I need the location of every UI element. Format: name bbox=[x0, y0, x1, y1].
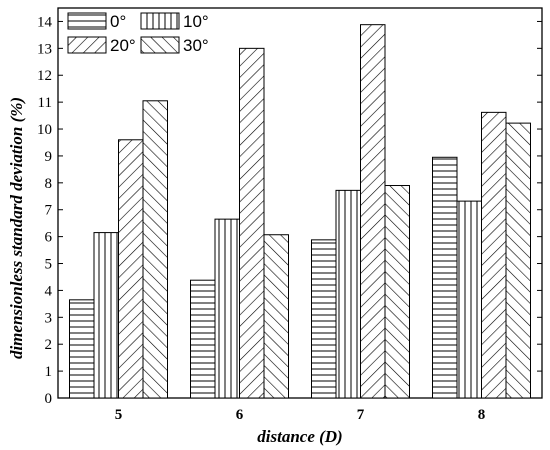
y-tick-label: 2 bbox=[45, 337, 53, 353]
y-tick-label: 5 bbox=[45, 257, 53, 273]
x-tick-label: 6 bbox=[236, 407, 244, 423]
bars-group bbox=[69, 24, 531, 399]
x-axis-title: distance (D) bbox=[257, 427, 342, 446]
y-tick-label: 1 bbox=[45, 364, 53, 380]
x-tick-label: 7 bbox=[357, 407, 365, 423]
y-tick-label: 12 bbox=[37, 68, 52, 84]
plot-area bbox=[57, 7, 543, 399]
legend-swatch bbox=[67, 36, 107, 54]
legend-swatch bbox=[140, 12, 180, 30]
plot-frame bbox=[57, 7, 543, 399]
y-tick-label: 7 bbox=[45, 203, 53, 219]
bar-5-series-1 bbox=[93, 232, 119, 399]
y-tick-label: 0 bbox=[45, 391, 53, 407]
y-tick-label: 3 bbox=[45, 310, 53, 326]
y-tick-label: 9 bbox=[45, 149, 53, 165]
bar-7-series-0 bbox=[311, 239, 337, 399]
y-tick-label: 6 bbox=[45, 230, 53, 246]
x-tick-label: 8 bbox=[478, 407, 486, 423]
y-tick-label: 4 bbox=[45, 283, 53, 299]
legend-label: 10° bbox=[183, 12, 209, 31]
y-tick-label: 11 bbox=[38, 95, 52, 111]
y-tick-label: 14 bbox=[37, 14, 53, 30]
bar-6-series-0 bbox=[190, 279, 216, 399]
legend: 0° 10° 20° 30° bbox=[67, 12, 209, 55]
legend-label: 20° bbox=[110, 36, 136, 55]
x-tick-label: 5 bbox=[115, 407, 123, 423]
bar-6-series-2 bbox=[239, 47, 265, 399]
bar-7-series-1 bbox=[335, 189, 361, 399]
y-tick-label: 8 bbox=[45, 176, 53, 192]
legend-label: 30° bbox=[183, 36, 209, 55]
y-tick-label: 13 bbox=[37, 41, 52, 57]
bar-8-series-1 bbox=[456, 200, 482, 399]
legend-swatch bbox=[67, 12, 107, 30]
bar-5-series-3 bbox=[142, 100, 168, 399]
y-axis-title: dimensionless standard deviation (%) bbox=[7, 97, 26, 359]
legend-label: 0° bbox=[110, 12, 126, 31]
bar-6-series-3 bbox=[263, 234, 289, 399]
bar-8-series-2 bbox=[481, 111, 507, 399]
bar-8-series-0 bbox=[432, 156, 458, 399]
bar-7-series-3 bbox=[384, 185, 410, 399]
bar-5-series-2 bbox=[118, 139, 144, 399]
bar-7-series-2 bbox=[360, 24, 386, 399]
x-axis: 5 6 7 8 bbox=[115, 393, 486, 423]
legend-swatch bbox=[140, 36, 180, 54]
bar-8-series-3 bbox=[505, 122, 531, 399]
bar-6-series-1 bbox=[214, 218, 240, 399]
y-tick-label: 10 bbox=[37, 122, 52, 138]
bar-5-series-0 bbox=[69, 299, 95, 399]
